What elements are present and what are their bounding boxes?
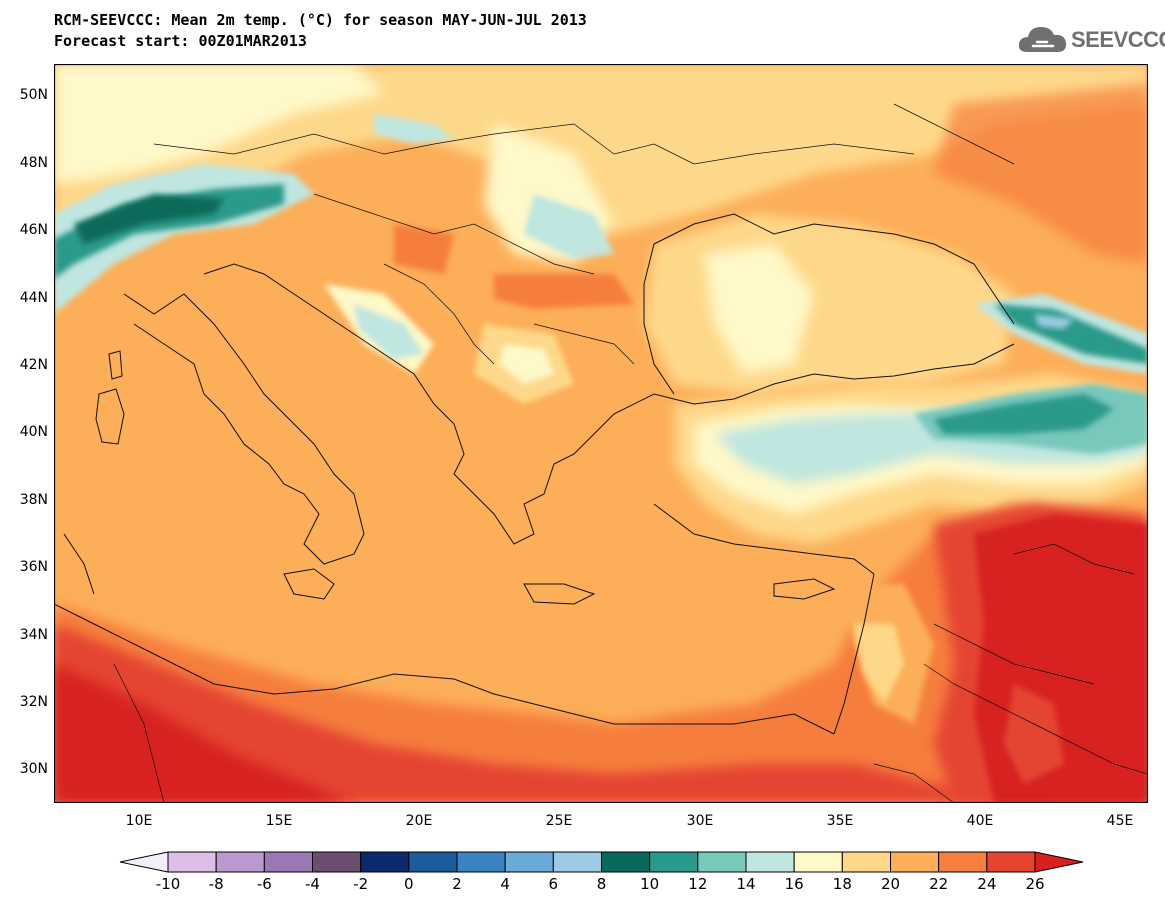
colorbar-swatch — [601, 851, 651, 873]
colorbar-tick-label: 22 — [929, 875, 949, 893]
lat-tick-label: 40N — [19, 424, 48, 440]
colorbar-tick-label: -6 — [256, 875, 272, 893]
colorbar-swatch — [312, 851, 362, 873]
colorbar-tick-label: -4 — [305, 875, 320, 893]
lat-tick-label: 30N — [19, 761, 48, 777]
colorbar-tick-label: 14 — [736, 875, 756, 893]
coastlines — [54, 213, 1015, 735]
colorbar-swatch — [263, 851, 314, 873]
colorbar-swatch — [745, 851, 795, 873]
lon-tick-label: 40E — [966, 813, 994, 829]
lat-tick-label: 34N — [19, 627, 48, 643]
colorbar-tick-label: 6 — [548, 875, 559, 893]
temperature-field — [54, 64, 1148, 803]
colorbar-tick-label: 18 — [832, 875, 852, 893]
colorbar-swatch — [215, 851, 265, 873]
colorbar-swatch — [552, 851, 602, 873]
colorbar-tick-label: 20 — [880, 875, 901, 893]
colorbar-tick-label: 10 — [640, 875, 660, 893]
lon-tick-label: 10E — [125, 813, 153, 829]
lat-tick-label: 48N — [19, 155, 48, 171]
lat-tick-label: 42N — [19, 357, 48, 373]
forecast-start: Forecast start: 00Z01MAR2013 — [54, 32, 307, 50]
colorbar-swatch — [504, 851, 554, 873]
lon-tick-label: 30E — [686, 813, 714, 829]
colorbar-swatch — [938, 851, 988, 873]
colorbar-low-arrow — [119, 851, 169, 873]
chart-header: RCM-SEEVCCC: Mean 2m temp. (°C) for seas… — [54, 10, 587, 52]
map-frame — [54, 64, 1148, 803]
lat-tick-label: 50N — [19, 87, 48, 103]
colorbar-swatch — [697, 851, 747, 873]
colorbar-tick-label: 26 — [1025, 875, 1045, 893]
colorbar-swatch — [986, 851, 1036, 873]
lat-tick-label: 32N — [19, 694, 48, 710]
lon-tick-label: 45E — [1106, 813, 1134, 829]
colorbar-tick-label: -8 — [208, 875, 224, 893]
colorbar-swatch — [649, 851, 699, 873]
temperature-map — [54, 64, 1148, 803]
page-title: RCM-SEEVCCC: Mean 2m temp. (°C) for seas… — [54, 11, 587, 29]
colorbar-tick-label: 24 — [977, 875, 997, 893]
cloud-icon — [1018, 27, 1067, 52]
seevccc-logo: SEEVCCC — [1017, 22, 1165, 56]
colorbar-swatch — [793, 851, 843, 873]
logo-text: SEEVCCC — [1071, 27, 1165, 52]
lat-tick-label: 46N — [19, 222, 48, 238]
lat-tick-label: 44N — [19, 290, 48, 306]
colorbar-tick-label: 0 — [404, 875, 414, 893]
colorbar-tick-label: -2 — [353, 875, 369, 893]
lon-tick-label: 25E — [545, 813, 573, 829]
colorbar-swatch — [167, 851, 217, 873]
colorbar-high-arrow — [1034, 851, 1084, 873]
colorbar-tick-label: 4 — [500, 875, 510, 893]
colorbar-swatch — [841, 851, 891, 873]
colorbar-tick-label: 8 — [596, 875, 607, 893]
colorbar-tick-label: 12 — [688, 875, 708, 893]
colorbar-tick-label: 2 — [452, 875, 462, 893]
country-borders — [113, 103, 1148, 803]
lat-tick-label: 36N — [19, 559, 48, 575]
colorbar-tick-label: -10 — [155, 875, 181, 893]
lon-tick-label: 35E — [826, 813, 854, 829]
colorbar-swatch — [456, 851, 506, 873]
colorbar-swatch — [408, 851, 458, 873]
colorbar-swatch — [360, 851, 410, 873]
lon-tick-label: 20E — [405, 813, 433, 829]
lon-tick-label: 15E — [265, 813, 293, 829]
colorbar-swatch — [890, 851, 940, 873]
lat-tick-label: 38N — [19, 492, 48, 508]
colorbar-tick-label: 16 — [784, 875, 804, 893]
